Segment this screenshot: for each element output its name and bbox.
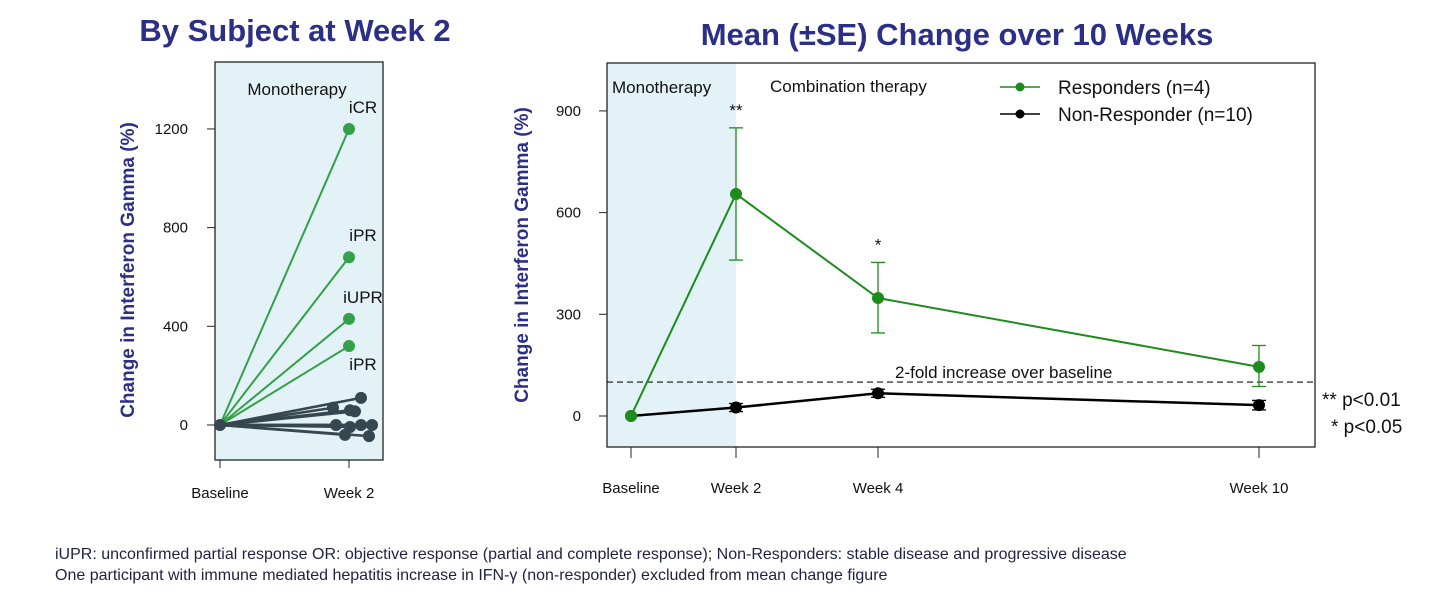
y-tick-label: 0 [573, 408, 581, 425]
monotherapy-label: Monotherapy [612, 78, 712, 97]
non-responder-point [730, 401, 742, 414]
non-responder-point [366, 419, 378, 431]
responder-line [219, 256, 350, 426]
y-tick-label: 400 [163, 318, 188, 335]
combination-label: Combination therapy [770, 77, 927, 96]
significance-marker: * [875, 235, 882, 254]
legend-responders-label: Responders (n=4) [1058, 78, 1211, 99]
left-y-axis-label: Change in Interferon Gamma (%) [118, 122, 139, 418]
y-tick-label: 1200 [155, 121, 188, 138]
x-tick-label: Baseline [602, 480, 660, 497]
y-tick-label: 600 [556, 205, 581, 222]
x-tick-label: Week 4 [853, 480, 904, 497]
responder-line [219, 345, 350, 426]
responder-point [343, 122, 355, 135]
responder-line [219, 318, 350, 426]
non-responder-line [219, 410, 356, 427]
x-tick-label: Week 2 [711, 480, 762, 497]
significance-marker: ** [729, 101, 743, 120]
responder-point [872, 292, 884, 305]
right-chart: Mean (±SE) Change over 10 Weeks Monother… [512, 17, 1402, 497]
responder-label: iCR [349, 98, 377, 117]
non-responder-point [355, 391, 367, 404]
left-region-label: Monotherapy [247, 80, 347, 99]
x-tick-label: Baseline [191, 485, 249, 502]
non-responder-point [363, 430, 375, 443]
monotherapy-region [607, 63, 736, 447]
responder-point [625, 410, 637, 422]
responders-line [630, 192, 1260, 417]
right-chart-title: Mean (±SE) Change over 10 Weeks [701, 17, 1214, 52]
non-responder-line [630, 392, 1260, 418]
x-tick-label: Week 2 [324, 485, 375, 502]
non-responder-point [1253, 399, 1265, 412]
x-tick-label: Week 10 [1230, 480, 1289, 497]
legend: Responders (n=4) Non-Responder (n=10) [1000, 78, 1253, 126]
legend-non-responder-marker [1015, 109, 1025, 119]
reference-line-label: 2-fold increase over baseline [895, 363, 1112, 382]
responder-point [1253, 360, 1265, 373]
legend-responders-marker [1015, 82, 1025, 92]
responder-line [219, 128, 350, 426]
y-tick-label: 0 [180, 417, 188, 434]
responder-label: iPR [349, 226, 376, 245]
responder-label: iUPR [343, 288, 383, 307]
baseline-point [214, 419, 226, 431]
legend-non-responder-label: Non-Responder (n=10) [1058, 105, 1253, 126]
significance-key-single: * p<0.05 [1331, 417, 1402, 438]
responder-point [343, 251, 355, 264]
non-responder-line [219, 423, 370, 438]
responder-point [730, 187, 742, 200]
responder-label: iPR [349, 355, 376, 374]
y-tick-label: 300 [556, 306, 581, 323]
non-responder-point [349, 405, 361, 418]
right-y-axis-label: Change in Interferon Gamma (%) [512, 107, 533, 403]
right-plot-area [606, 62, 1316, 448]
non-responder-point [872, 387, 884, 400]
significance-key-double: ** p<0.01 [1322, 390, 1401, 411]
footnote-2: One participant with immune mediated hep… [55, 567, 888, 584]
footnote-1: iUPR: unconfirmed partial response OR: o… [55, 546, 1127, 563]
left-chart-title: By Subject at Week 2 [139, 13, 450, 48]
y-tick-label: 900 [556, 103, 581, 120]
responder-point [343, 312, 355, 325]
responder-point [343, 340, 355, 353]
left-chart: By Subject at Week 2 Monotherapy Change … [118, 13, 451, 502]
y-tick-label: 800 [163, 220, 188, 237]
